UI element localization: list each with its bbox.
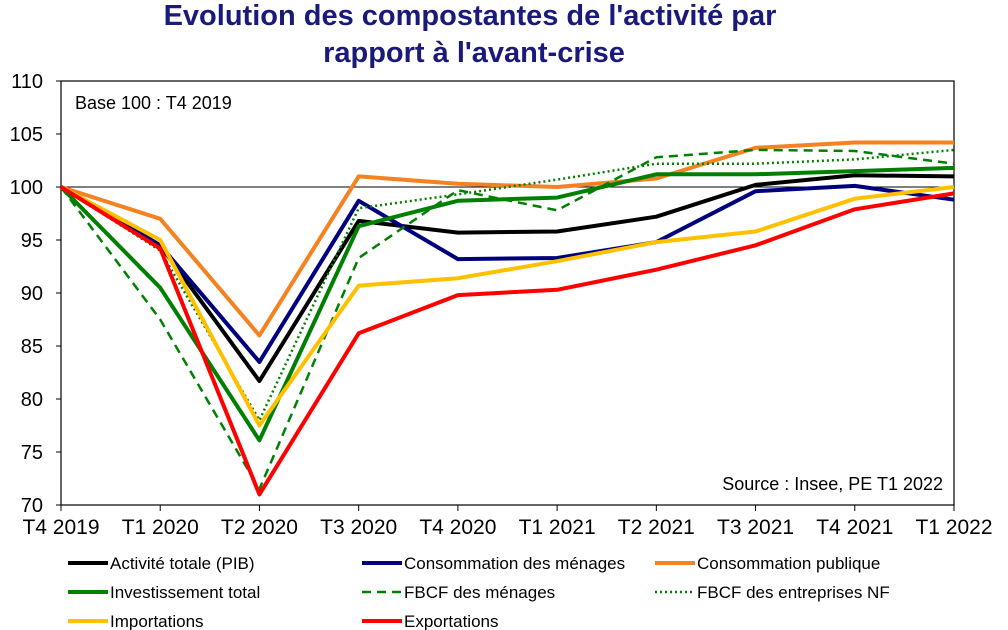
legend-label-exportations: Exportations	[404, 612, 499, 630]
x-tick-label-t3-2021: T3 2021	[717, 516, 794, 539]
y-tick-label-110: 110	[11, 71, 43, 93]
series-line-consommation-publique	[60, 140, 954, 338]
x-axis-ticks: T4 2019 T1 2020 T2 2020 T3 2020 T4 2020 T1 20…	[22, 505, 993, 539]
x-tick-label-t1-2020: T1 2020	[122, 516, 199, 539]
x-tick-label-t1-2021: T1 2021	[519, 516, 596, 539]
legend-label-fbcf-des-menages: FBCF des ménages	[404, 583, 555, 602]
x-tick-label-t2-2021: T2 2021	[618, 516, 695, 539]
x-tick-label-t2-2020: T2 2020	[221, 516, 298, 539]
y-tick-label-100: 100	[10, 177, 43, 199]
series-line-activite-totale-pib	[59, 173, 955, 383]
chart-title-line-1: Evolution des compostantes de l'activité…	[164, 0, 777, 32]
legend-label-activite-totale-pib: Activité totale (PIB)	[110, 554, 255, 573]
y-tick-label-90: 90	[21, 283, 43, 305]
legend-label-investissement-total: Investissement total	[110, 583, 260, 602]
y-tick-label-75: 75	[21, 442, 43, 464]
series-line-importations	[60, 185, 955, 428]
legend: Activité totale (PIB) Consommation des mé…	[68, 554, 890, 630]
legend-label-consommation-publique: Consommation publique	[697, 554, 880, 573]
source-note: Source : Insee, PE T1 2022	[722, 474, 943, 494]
series-lines	[59, 140, 955, 497]
x-tick-label-t1-2022: T1 2022	[915, 516, 992, 539]
y-tick-label-85: 85	[21, 336, 43, 358]
y-tick-label-80: 80	[21, 389, 43, 411]
chart-title-line-2: rapport à l'avant-crise	[323, 37, 625, 69]
base-note-box	[69, 88, 264, 118]
y-axis-ticks: 70 75 80 85 90 95 100 105 110	[10, 71, 61, 517]
series-line-fbcf-des-menages	[59, 148, 955, 491]
x-tick-label-t4-2021: T4 2021	[816, 516, 893, 539]
legend-label-consommation-des-menages: Consommation des ménages	[404, 554, 625, 573]
base-note: Base 100 : T4 2019	[75, 93, 232, 113]
legend-label-importations: Importations	[110, 612, 204, 630]
x-tick-label-t4-2019: T4 2019	[22, 516, 99, 539]
series-line-consommation-des-menages	[59, 183, 955, 364]
y-tick-label-105: 105	[10, 124, 43, 146]
x-tick-label-t4-2020: T4 2020	[419, 516, 496, 539]
series-line-exportations	[59, 185, 955, 497]
legend-label-fbcf-des-entreprises-nf: FBCF des entreprises NF	[697, 583, 890, 602]
x-tick-label-t3-2020: T3 2020	[320, 516, 397, 539]
y-tick-label-95: 95	[21, 230, 43, 252]
source-note-box	[664, 467, 948, 499]
y-tick-label-70: 70	[21, 495, 43, 517]
